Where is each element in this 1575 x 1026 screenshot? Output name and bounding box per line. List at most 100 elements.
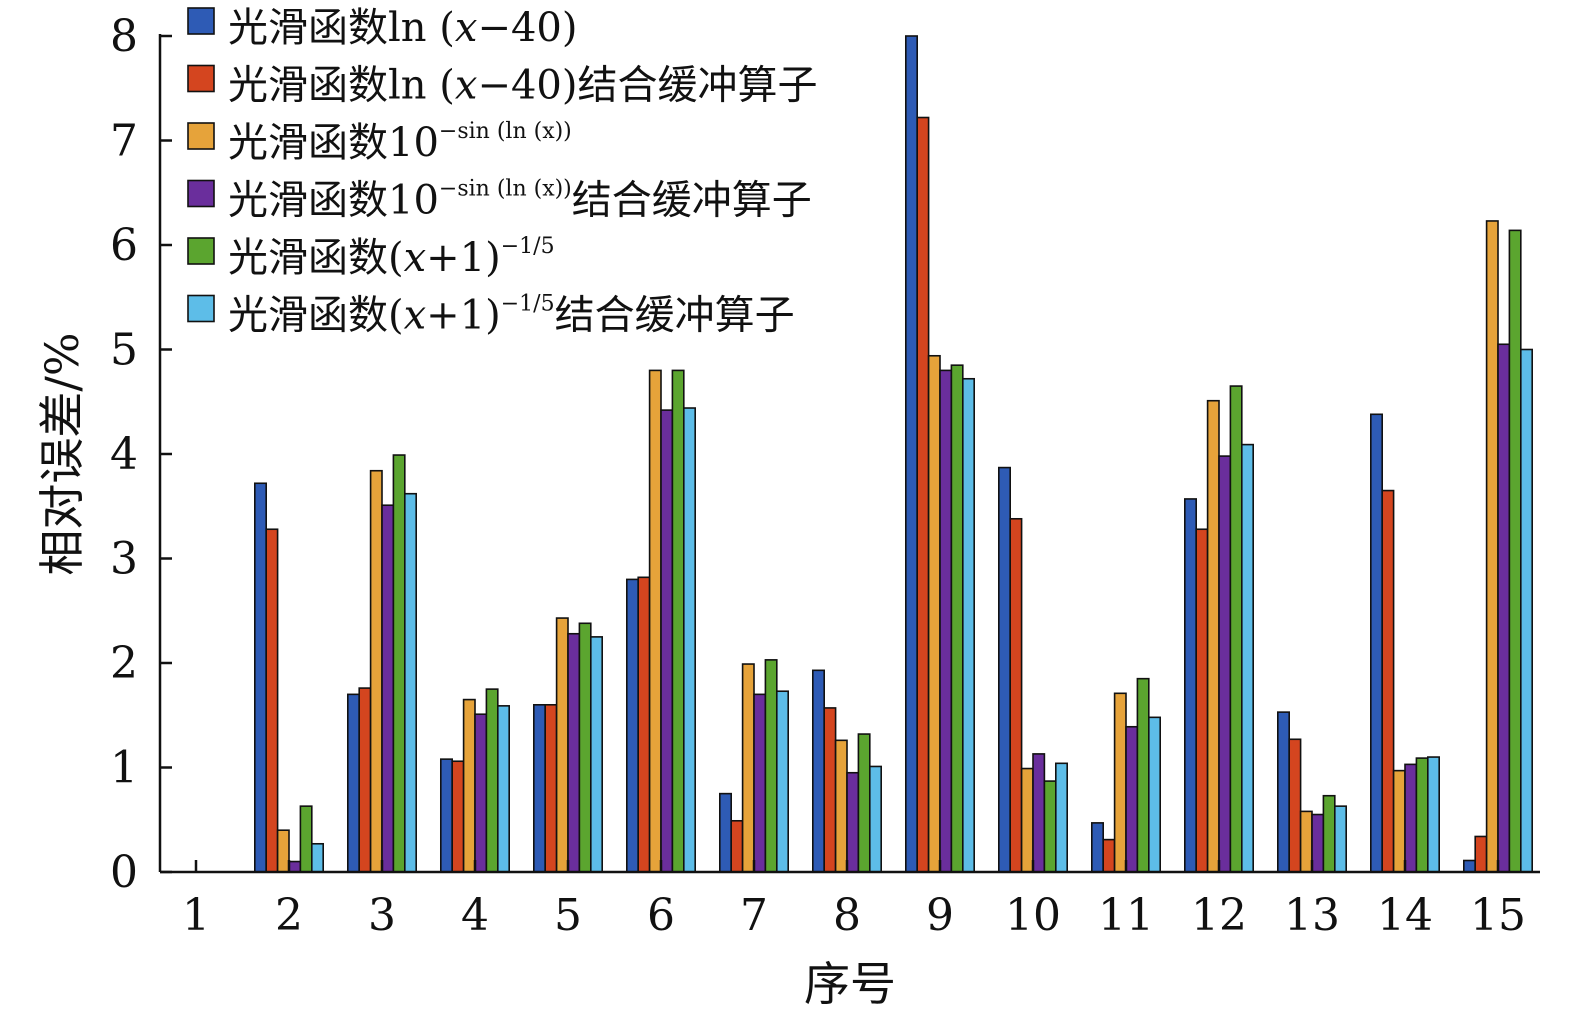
- bar-s4-c13: [1311, 813, 1325, 873]
- bar-s1-c5: [532, 703, 546, 873]
- bar-s2-c15: [1474, 835, 1488, 873]
- bar-s4-c5: [567, 632, 581, 873]
- bar-s1-c6: [625, 578, 639, 873]
- bar-s4-c10: [1032, 753, 1046, 873]
- legend-item-2: 光滑函数ln (x−40)结合缓冲算子: [187, 63, 817, 109]
- bar-s2-c14: [1381, 489, 1395, 873]
- bar-s6-c6: [682, 407, 696, 873]
- bar-s6-c5: [589, 636, 603, 873]
- y-tick-label-4: 4: [110, 429, 138, 480]
- bar-s2-c6: [637, 576, 651, 873]
- bar-s4-c7: [753, 693, 767, 873]
- bar-s4-c3: [381, 504, 395, 873]
- x-tick-label-3: 3: [368, 890, 396, 941]
- bar-s3-c4: [462, 698, 476, 873]
- bars-layer: [254, 35, 1534, 873]
- x-tick-label-7: 7: [740, 890, 768, 941]
- bar-s2-c12: [1195, 528, 1209, 873]
- bar-s5-c6: [671, 369, 685, 873]
- bar-s2-c8: [823, 707, 837, 873]
- bar-s5-c14: [1415, 757, 1429, 873]
- bar-s3-c5: [555, 617, 569, 873]
- x-tick-label-1: 1: [182, 890, 210, 941]
- bar-s3-c12: [1206, 399, 1220, 873]
- bar-s4-c2: [288, 860, 302, 873]
- bar-s3-c14: [1392, 769, 1406, 873]
- bar-s2-c10: [1009, 517, 1023, 873]
- bar-s6-c2: [310, 842, 324, 873]
- bar-s6-c4: [496, 705, 510, 873]
- x-tick-label-4: 4: [461, 890, 489, 941]
- bar-s6-c15: [1520, 348, 1534, 873]
- bar-s4-c12: [1218, 455, 1232, 873]
- bar-s3-c9: [927, 354, 941, 873]
- bar-s1-c8: [811, 669, 825, 873]
- x-tick-label-15: 15: [1470, 890, 1526, 941]
- x-tick-label-14: 14: [1377, 890, 1433, 941]
- bar-s4-c11: [1125, 725, 1139, 873]
- bar-s5-c11: [1136, 677, 1150, 873]
- bar-s6-c7: [775, 690, 789, 873]
- bar-s2-c7: [730, 819, 744, 873]
- bar-s2-c3: [358, 687, 372, 873]
- y-tick-label-1: 1: [110, 743, 138, 794]
- bar-s2-c11: [1102, 838, 1116, 873]
- bar-s1-c14: [1370, 413, 1384, 873]
- legend-swatch-1: [187, 7, 215, 35]
- bar-s4-c15: [1497, 343, 1511, 873]
- bar-s1-c4: [439, 758, 453, 873]
- y-tick-label-3: 3: [110, 534, 138, 585]
- legend-swatch-6: [187, 294, 215, 323]
- legend-item-4: 光滑函数10−sin (ln (x))结合缓冲算子: [187, 177, 812, 224]
- bar-s2-c4: [451, 760, 465, 873]
- bar-s5-c4: [485, 688, 499, 873]
- bar-s5-c15: [1508, 229, 1522, 873]
- x-tick-label-8: 8: [833, 890, 861, 941]
- x-tick-label-2: 2: [275, 890, 303, 941]
- bar-s4-c9: [939, 369, 953, 873]
- legend-label-4: 光滑函数10−sin (ln (x))结合缓冲算子: [228, 177, 812, 224]
- bar-s5-c9: [950, 364, 964, 873]
- bar-s4-c8: [846, 771, 860, 873]
- legend-label-3: 光滑函数10−sin (ln (x)): [228, 119, 572, 166]
- bar-s3-c3: [369, 469, 383, 873]
- legend-item-5: 光滑函数(x+1)−1/5: [187, 234, 555, 281]
- bar-s5-c8: [857, 733, 871, 873]
- bar-s3-c2: [276, 829, 290, 873]
- x-tick-label-6: 6: [647, 890, 675, 941]
- bar-s3-c11: [1113, 692, 1127, 873]
- bar-s4-c6: [660, 409, 674, 873]
- legend-swatch-2: [187, 64, 215, 93]
- bar-s2-c5: [544, 703, 558, 873]
- legend-swatch-5: [187, 237, 215, 265]
- legend-label-2: 光滑函数ln (x−40)结合缓冲算子: [228, 63, 817, 109]
- x-tick-label-11: 11: [1098, 890, 1154, 941]
- legend-swatch-3: [187, 122, 215, 150]
- bar-s1-c12: [1184, 498, 1198, 873]
- bar-s2-c9: [916, 116, 930, 873]
- bar-s6-c3: [403, 492, 417, 873]
- bar-s5-c12: [1229, 385, 1243, 873]
- legend-label-1: 光滑函数ln (x−40): [228, 5, 577, 51]
- bar-s1-c3: [346, 693, 360, 873]
- bar-s6-c11: [1148, 716, 1162, 873]
- bar-s1-c10: [997, 466, 1011, 873]
- legend-item-6: 光滑函数(x+1)−1/5结合缓冲算子: [187, 292, 795, 339]
- bar-s5-c10: [1043, 780, 1057, 873]
- y-tick-label-5: 5: [110, 325, 138, 376]
- bar-s2-c2: [265, 528, 279, 873]
- bar-s5-c13: [1322, 794, 1336, 873]
- legend-label-5: 光滑函数(x+1)−1/5: [228, 234, 555, 281]
- bar-s6-c13: [1334, 805, 1348, 873]
- x-tick-label-12: 12: [1191, 890, 1247, 941]
- bar-s5-c7: [764, 659, 778, 873]
- bar-s6-c14: [1427, 756, 1441, 873]
- y-tick-label-2: 2: [110, 638, 138, 689]
- bar-s3-c15: [1485, 220, 1499, 873]
- legend-swatch-4: [187, 179, 215, 208]
- bar-s5-c2: [299, 805, 313, 873]
- bar-s5-c5: [578, 622, 592, 873]
